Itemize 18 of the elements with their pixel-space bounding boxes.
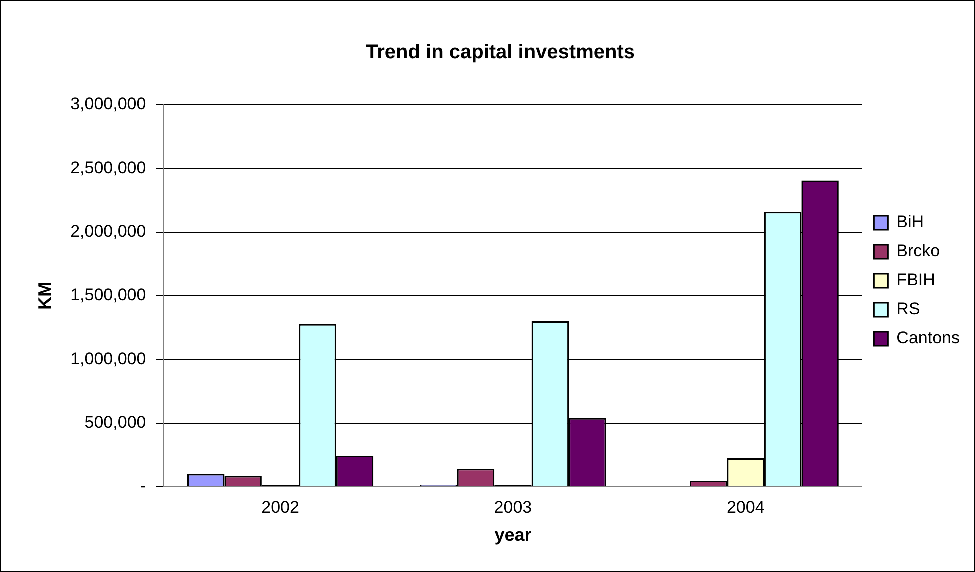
chart-title: Trend in capital investments — [366, 42, 635, 64]
y-tick-label: 3,000,000 — [70, 94, 146, 114]
y-tick-label: 1,500,000 — [70, 286, 146, 305]
legend-label: Brcko — [896, 242, 940, 261]
legend-label: Cantons — [896, 328, 960, 348]
y-tick-label: 500,000 — [84, 413, 146, 432]
y-tick-label: 2,500,000 — [70, 158, 146, 178]
y-tick-label: 2,000,000 — [70, 222, 146, 242]
legend-label: BiH — [896, 212, 924, 232]
x-tick-label: 2003 — [494, 498, 532, 517]
y-tick-label: 1,000,000 — [70, 349, 146, 368]
y-axis-title: KM — [34, 282, 55, 310]
y-tick-label: - — [140, 476, 146, 496]
legend-label: FBIH — [896, 270, 936, 290]
x-tick-label: 2002 — [262, 498, 300, 517]
x-axis-title: year — [494, 525, 532, 546]
legend-label: RS — [896, 300, 920, 319]
x-tick-label: 2004 — [726, 498, 765, 517]
